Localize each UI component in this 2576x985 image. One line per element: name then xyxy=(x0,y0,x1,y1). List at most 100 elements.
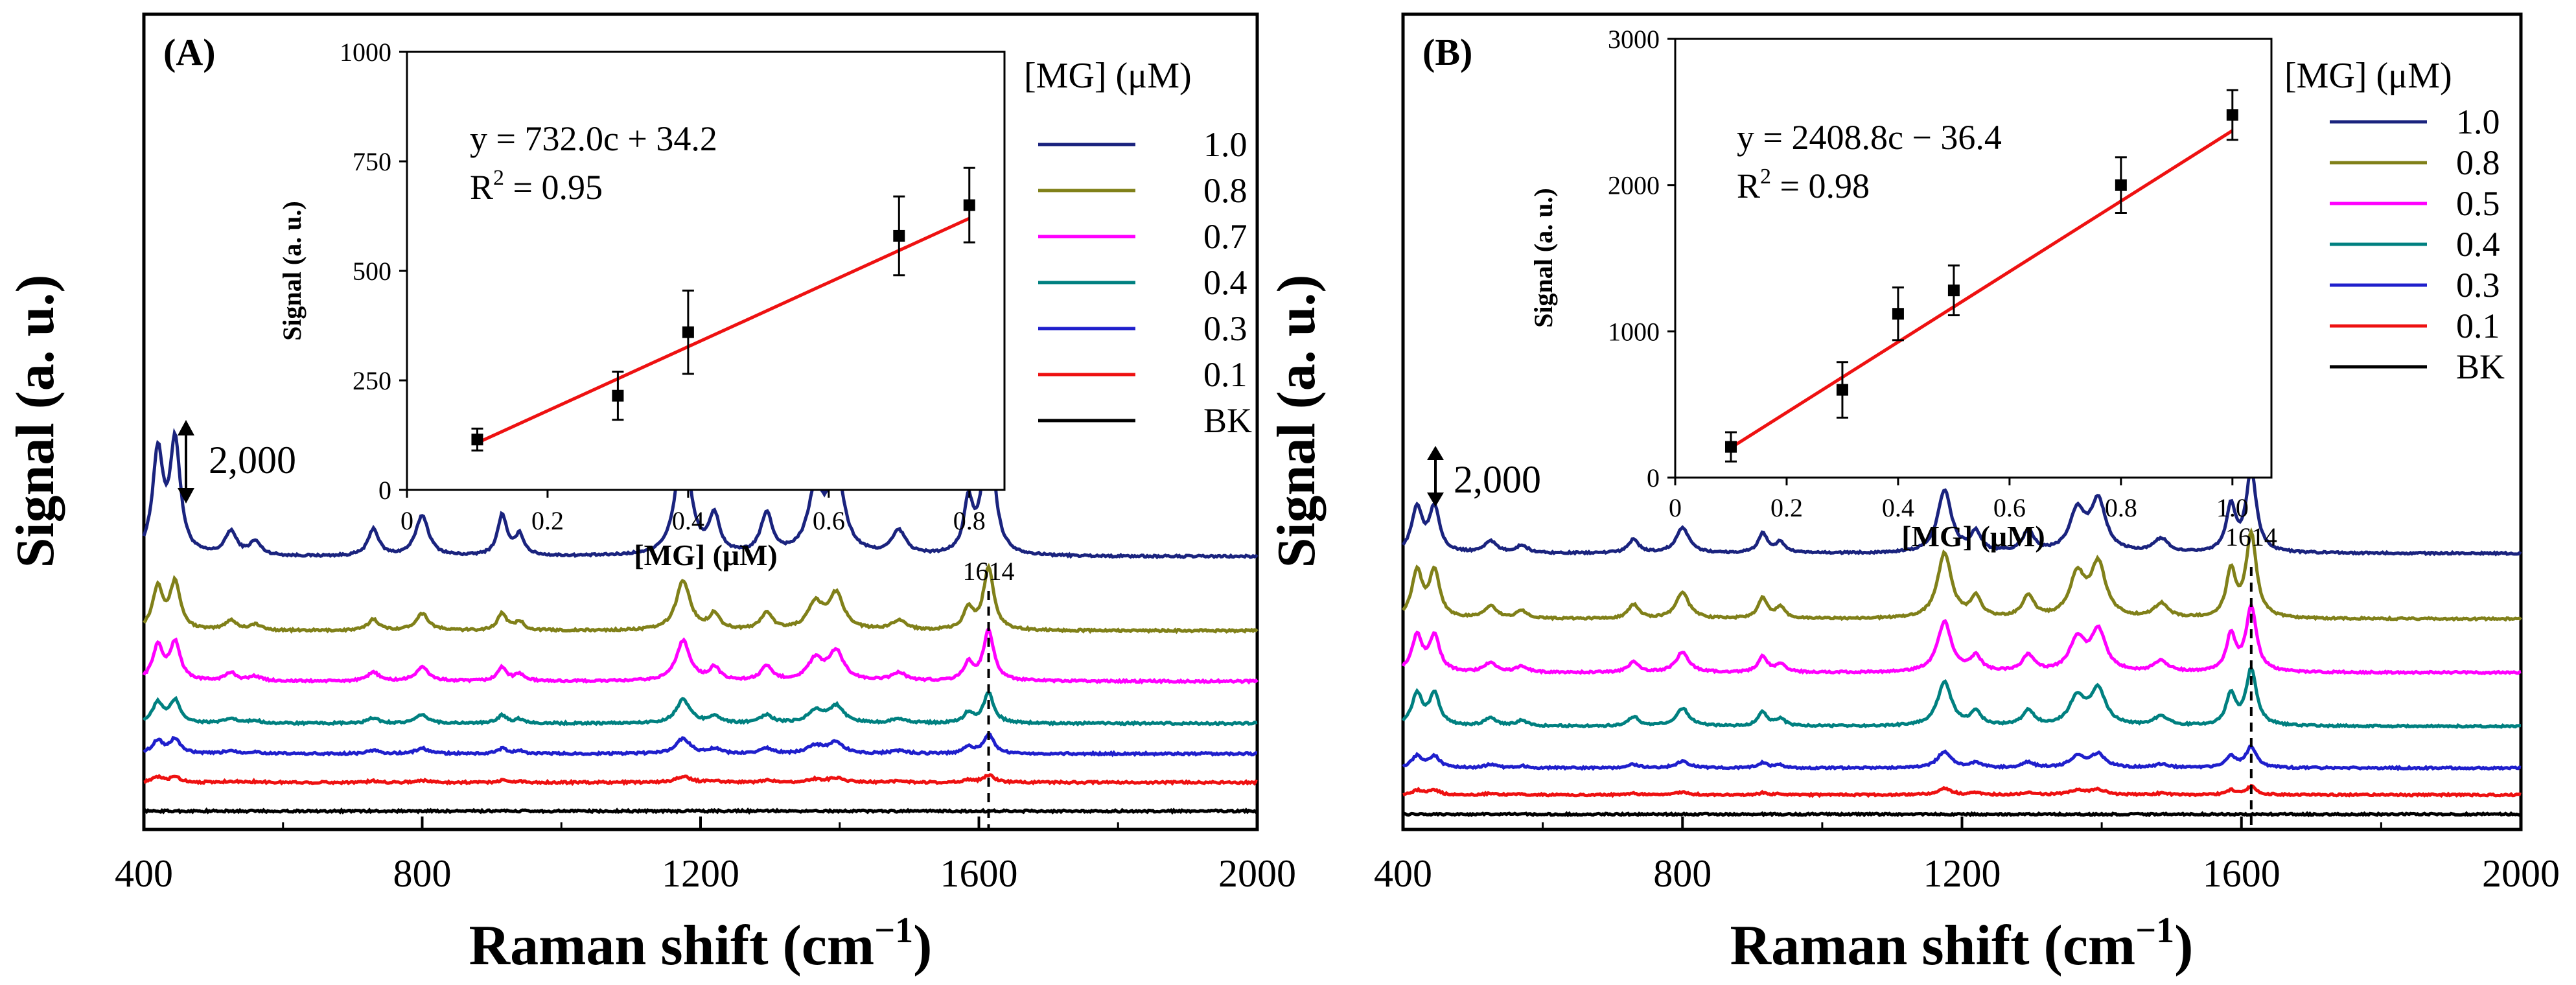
panel-b-spectrum-0-1 xyxy=(1402,783,2522,798)
panel-b-inset-y-tick-label: 2000 xyxy=(1608,171,1660,200)
panel-a-legend-label: 1.0 xyxy=(1203,125,1247,164)
panel-b-x-ticks: 400 800 1200 1600 2000 xyxy=(1374,817,2560,895)
panel-b-legend-label: 0.8 xyxy=(2456,143,2500,182)
panel-a-scale-bar-arrow-up xyxy=(178,420,194,435)
panel-a-x-ticks: 400 800 1200 1600 2000 xyxy=(115,817,1296,895)
panel-b-inset-point xyxy=(1724,441,1737,453)
panel-b-inset-equation: y = 2408.8c − 36.4 xyxy=(1737,118,2002,157)
panel-a-legend-title: [MG] (μM) xyxy=(1024,56,1192,96)
panel-a-x-tick-label: 400 xyxy=(115,852,173,895)
panel-b-inset-y-tick-label: 0 xyxy=(1647,463,1660,492)
panel-a-x-axis-title-main: Raman shift (cm xyxy=(469,914,875,977)
panel-a-inset-y-tick-label: 1000 xyxy=(340,38,391,67)
panel-b-inset-y-tick-label: 3000 xyxy=(1608,25,1660,54)
panel-a-spectra xyxy=(142,404,1259,815)
panel-b-scale-bar-arrow-down xyxy=(1427,492,1444,507)
panel-a-x-tick-label: 800 xyxy=(393,852,452,895)
panel-b-inset-ticks: 0 0.2 0.4 0.6 0.8 1.0 0 1000 2000 3000 xyxy=(1608,25,2249,522)
panel-b-legend-label: 0.3 xyxy=(2456,266,2500,305)
panel-b-legend-label: 0.4 xyxy=(2456,225,2500,264)
panel-b-inset-frame xyxy=(1674,38,2273,479)
panel-a-legend-label: 0.3 xyxy=(1203,309,1247,348)
panel-b-inset-y-tick-label: 1000 xyxy=(1608,317,1660,346)
panel-b-spectrum-bk xyxy=(1402,811,2522,818)
panel-a-spectrum-0-4 xyxy=(142,691,1258,726)
panel-a-inset-r2-sup: 2 xyxy=(493,166,504,190)
panel-a-scale-bar: 2,000 xyxy=(178,420,296,504)
panel-a-x-axis-title-close: ) xyxy=(913,914,932,977)
panel-b-legend-label: 1.0 xyxy=(2456,102,2500,141)
panel-b-inset-x-tick-label: 0.4 xyxy=(1882,493,1914,522)
panel-b-inset-r2-value: = 0.98 xyxy=(1771,167,1870,205)
panel-b-x-axis-title-close: ) xyxy=(2174,914,2193,977)
panel-a-spectrum-0-3 xyxy=(143,731,1258,758)
panel-b-inset-x-tick-label: 1.0 xyxy=(2216,493,2249,522)
panel-a-inset-x-tick-label: 0.4 xyxy=(672,506,704,535)
panel-a-scale-bar-arrow-down xyxy=(178,488,194,504)
panel-a-inset-points xyxy=(471,167,975,452)
panel-a-inset-fit-line xyxy=(476,216,970,445)
panel-a-inset-frame xyxy=(406,51,1006,491)
panel-b-label: (B) xyxy=(1422,31,1472,73)
panel-a: 400 800 1200 1600 2000 1614 (A) 2,000 [MG] (… xyxy=(5,12,1296,977)
panel-b-x-axis-title: Raman shift (cm−1) xyxy=(1730,910,2194,977)
panel-b-x-tick-label: 400 xyxy=(1374,852,1432,895)
panel-b-inset-r2-sup: 2 xyxy=(1760,165,1771,189)
panel-b-legend-items: 1.00.80.50.40.30.1BK xyxy=(2330,102,2505,386)
panel-a-inset-x-tick-label: 0 xyxy=(400,506,413,535)
panel-a-legend-label: 0.1 xyxy=(1203,355,1247,394)
panel-a-spectrum-0-8 xyxy=(143,562,1259,634)
panel-a-inset-point xyxy=(471,434,483,446)
panel-a-x-tick-label: 2000 xyxy=(1218,852,1296,895)
panel-b-inset-x-tick-label: 0 xyxy=(1669,493,1682,522)
panel-b-inset-x-title: [MG] (μM) xyxy=(1901,520,2045,553)
panel-a-inset-x-tick-label: 0.8 xyxy=(953,506,986,535)
panel-b-spectrum-1-0 xyxy=(1401,463,2522,557)
panel-b-legend: [MG] (μM) 1.00.80.50.40.30.1BK xyxy=(2284,56,2505,386)
panel-a-inset: 0 0.2 0.4 0.6 0.8 0 250 500 750 1000 y = 732.0c +… xyxy=(277,38,1006,572)
panel-b-inset-point xyxy=(2226,109,2238,121)
panel-a-legend-label: 0.8 xyxy=(1203,171,1247,210)
panel-a-x-axis-title-sup: −1 xyxy=(874,910,913,951)
panel-b-inset: 0 0.2 0.4 0.6 0.8 1.0 0 1000 2000 3000 y = 2408.8… xyxy=(1529,25,2273,553)
panel-b-spectra xyxy=(1401,463,2522,818)
panel-b-scale-bar-label: 2,000 xyxy=(1454,458,1541,501)
panel-a-x-tick-label: 1600 xyxy=(940,852,1018,895)
panel-b-x-tick-label: 800 xyxy=(1653,852,1712,895)
panel-b-inset-point xyxy=(1892,308,1904,320)
panel-a-inset-y-tick-label: 250 xyxy=(353,366,391,395)
panel-a-inset-x-title: [MG] (μM) xyxy=(634,539,777,572)
panel-b-y-axis-title: Signal (a. u.) xyxy=(1266,275,1327,568)
panel-b-legend-label: BK xyxy=(2456,347,2505,386)
panel-b-inset-x-tick-label: 0.8 xyxy=(2105,493,2137,522)
panel-a-inset-point xyxy=(963,199,975,211)
panel-a-peak-label: 1614 xyxy=(963,557,1015,586)
panel-b-inset-r2-label: R xyxy=(1737,167,1760,205)
panel-b-legend-title: [MG] (μM) xyxy=(2284,56,2452,96)
panel-a-inset-y-tick-label: 0 xyxy=(378,476,391,505)
panel-b-inset-y-title: Signal (a. u.) xyxy=(1529,188,1558,328)
panel-a-inset-equation: y = 732.0c + 34.2 xyxy=(470,119,717,158)
panel-a-x-tick-label: 1200 xyxy=(662,852,739,895)
panel-a-inset-x-tick-label: 0.6 xyxy=(813,506,845,535)
panel-b-inset-points xyxy=(1724,89,2238,463)
panel-a-inset-ticks: 0 0.2 0.4 0.6 0.8 0 250 500 750 1000 xyxy=(340,38,986,535)
panel-b-inset-x-tick-label: 0.2 xyxy=(1770,493,1803,522)
panel-b-scale-bar-arrow-up xyxy=(1427,446,1444,460)
panel-a-spectrum-bk xyxy=(143,807,1259,815)
panel-a-legend-items: 1.0 0.8 0.7 0.4 0.3 0.1 BK xyxy=(1038,125,1252,440)
panel-a-inset-r2-value: = 0.95 xyxy=(504,168,603,207)
panel-a-inset-x-tick-label: 0.2 xyxy=(531,506,564,535)
panel-b-spectrum-0-8 xyxy=(1402,527,2522,622)
panel-a-spectrum-1-0 xyxy=(142,404,1259,560)
panel-a-legend-label: 0.7 xyxy=(1203,217,1247,256)
panel-b-inset-point xyxy=(2115,179,2127,191)
panel-b-scale-bar: 2,000 xyxy=(1427,446,1541,507)
panel-a-label: (A) xyxy=(163,31,216,73)
panel-b-x-axis-title-sup: −1 xyxy=(2135,910,2174,951)
panel-b-spectrum-0-4 xyxy=(1401,666,2521,729)
panel-b-peak-label: 1614 xyxy=(2225,522,2277,551)
panel-a-inset-point xyxy=(893,229,905,242)
panel-a-legend-label: 0.4 xyxy=(1203,263,1247,302)
